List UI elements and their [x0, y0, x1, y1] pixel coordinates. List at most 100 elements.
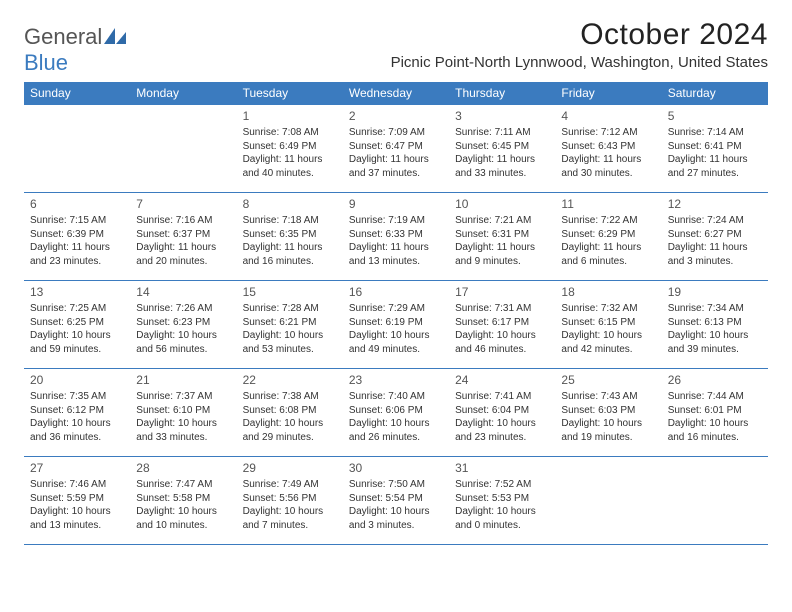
calendar-cell: [555, 457, 661, 545]
brand-line1: General: [24, 24, 102, 49]
cell-line: Sunset: 6:10 PM: [136, 404, 230, 418]
cell-line: Sunset: 6:15 PM: [561, 316, 655, 330]
day-number: 28: [136, 460, 230, 476]
calendar-cell: 14Sunrise: 7:26 AMSunset: 6:23 PMDayligh…: [130, 281, 236, 369]
cell-line: Sunset: 6:08 PM: [243, 404, 337, 418]
calendar-cell: [24, 105, 130, 193]
cell-line: Daylight: 10 hours and 29 minutes.: [243, 417, 337, 444]
cell-line: Daylight: 11 hours and 9 minutes.: [455, 241, 549, 268]
day-header: Wednesday: [343, 82, 449, 105]
cell-line: Daylight: 10 hours and 39 minutes.: [668, 329, 762, 356]
cell-line: Sunrise: 7:35 AM: [30, 390, 124, 404]
calendar-cell: 8Sunrise: 7:18 AMSunset: 6:35 PMDaylight…: [237, 193, 343, 281]
cell-line: Sunset: 6:27 PM: [668, 228, 762, 242]
cell-line: Daylight: 11 hours and 33 minutes.: [455, 153, 549, 180]
calendar-week-row: 27Sunrise: 7:46 AMSunset: 5:59 PMDayligh…: [24, 457, 768, 545]
day-number: 1: [243, 108, 337, 124]
calendar-week-row: 20Sunrise: 7:35 AMSunset: 6:12 PMDayligh…: [24, 369, 768, 457]
day-number: 22: [243, 372, 337, 388]
calendar-cell: 1Sunrise: 7:08 AMSunset: 6:49 PMDaylight…: [237, 105, 343, 193]
cell-line: Daylight: 10 hours and 13 minutes.: [30, 505, 124, 532]
day-number: 26: [668, 372, 762, 388]
calendar-cell: 9Sunrise: 7:19 AMSunset: 6:33 PMDaylight…: [343, 193, 449, 281]
page-root: General Blue October 2024 Picnic Point-N…: [0, 0, 792, 563]
cell-line: Sunset: 6:21 PM: [243, 316, 337, 330]
cell-line: Sunrise: 7:16 AM: [136, 214, 230, 228]
calendar-cell: 17Sunrise: 7:31 AMSunset: 6:17 PMDayligh…: [449, 281, 555, 369]
calendar-cell: 29Sunrise: 7:49 AMSunset: 5:56 PMDayligh…: [237, 457, 343, 545]
cell-line: Daylight: 10 hours and 36 minutes.: [30, 417, 124, 444]
day-number: 2: [349, 108, 443, 124]
day-header: Saturday: [662, 82, 768, 105]
cell-line: Sunset: 5:58 PM: [136, 492, 230, 506]
calendar-cell: 27Sunrise: 7:46 AMSunset: 5:59 PMDayligh…: [24, 457, 130, 545]
cell-line: Daylight: 10 hours and 49 minutes.: [349, 329, 443, 356]
calendar-cell: 28Sunrise: 7:47 AMSunset: 5:58 PMDayligh…: [130, 457, 236, 545]
calendar-cell: 31Sunrise: 7:52 AMSunset: 5:53 PMDayligh…: [449, 457, 555, 545]
cell-line: Daylight: 11 hours and 16 minutes.: [243, 241, 337, 268]
cell-line: Sunset: 6:12 PM: [30, 404, 124, 418]
cell-line: Daylight: 11 hours and 23 minutes.: [30, 241, 124, 268]
cell-line: Daylight: 10 hours and 26 minutes.: [349, 417, 443, 444]
cell-line: Sunrise: 7:32 AM: [561, 302, 655, 316]
cell-line: Sunset: 6:06 PM: [349, 404, 443, 418]
brand-sail-icon: [104, 24, 126, 50]
cell-line: Daylight: 10 hours and 59 minutes.: [30, 329, 124, 356]
day-header: Friday: [555, 82, 661, 105]
cell-line: Sunrise: 7:26 AM: [136, 302, 230, 316]
day-number: 11: [561, 196, 655, 212]
day-number: 17: [455, 284, 549, 300]
cell-line: Sunrise: 7:47 AM: [136, 478, 230, 492]
cell-line: Sunrise: 7:25 AM: [30, 302, 124, 316]
cell-line: Sunrise: 7:14 AM: [668, 126, 762, 140]
day-number: 20: [30, 372, 124, 388]
day-number: 19: [668, 284, 762, 300]
cell-line: Sunrise: 7:12 AM: [561, 126, 655, 140]
cell-line: Daylight: 10 hours and 56 minutes.: [136, 329, 230, 356]
cell-line: Sunset: 5:53 PM: [455, 492, 549, 506]
cell-line: Sunset: 6:49 PM: [243, 140, 337, 154]
cell-line: Sunrise: 7:09 AM: [349, 126, 443, 140]
calendar-cell: 22 Sunrise: 7:38 AMSunset: 6:08 PMDayligh…: [237, 369, 343, 457]
cell-line: Daylight: 11 hours and 13 minutes.: [349, 241, 443, 268]
cell-line: Sunrise: 7:37 AM: [136, 390, 230, 404]
calendar-body: 1Sunrise: 7:08 AMSunset: 6:49 PMDaylight…: [24, 105, 768, 545]
calendar-cell: 20 Sunrise: 7:35 AMSunset: 6:12 PMDayligh…: [24, 369, 130, 457]
location-text: Picnic Point-North Lynnwood, Washington,…: [391, 54, 768, 71]
cell-line: Sunrise: 7:19 AM: [349, 214, 443, 228]
cell-line: Daylight: 11 hours and 37 minutes.: [349, 153, 443, 180]
day-number: 29: [243, 460, 337, 476]
cell-line: Sunset: 5:59 PM: [30, 492, 124, 506]
day-number: 7: [136, 196, 230, 212]
cell-line: Daylight: 10 hours and 3 minutes.: [349, 505, 443, 532]
day-number: 30: [349, 460, 443, 476]
calendar-cell: [130, 105, 236, 193]
day-number: 5: [668, 108, 762, 124]
cell-line: Sunset: 6:04 PM: [455, 404, 549, 418]
calendar-cell: 7Sunrise: 7:16 AMSunset: 6:37 PMDaylight…: [130, 193, 236, 281]
calendar-cell: 25Sunrise: 7:43 AMSunset: 6:03 PMDayligh…: [555, 369, 661, 457]
calendar-week-row: 6Sunrise: 7:15 AMSunset: 6:39 PMDaylight…: [24, 193, 768, 281]
cell-line: Sunset: 6:45 PM: [455, 140, 549, 154]
cell-line: Daylight: 10 hours and 42 minutes.: [561, 329, 655, 356]
cell-line: Sunrise: 7:43 AM: [561, 390, 655, 404]
cell-line: Daylight: 11 hours and 27 minutes.: [668, 153, 762, 180]
day-number: 4: [561, 108, 655, 124]
day-number: 12: [668, 196, 762, 212]
cell-line: Sunrise: 7:34 AM: [668, 302, 762, 316]
calendar-cell: 23Sunrise: 7:40 AMSunset: 6:06 PMDayligh…: [343, 369, 449, 457]
day-number: 25: [561, 372, 655, 388]
cell-line: Sunset: 6:29 PM: [561, 228, 655, 242]
calendar-cell: 13Sunrise: 7:25 AMSunset: 6:25 PMDayligh…: [24, 281, 130, 369]
cell-line: Sunrise: 7:38 AM: [243, 390, 337, 404]
cell-line: Sunset: 6:03 PM: [561, 404, 655, 418]
cell-line: Sunset: 6:13 PM: [668, 316, 762, 330]
cell-line: Sunset: 6:41 PM: [668, 140, 762, 154]
day-number: 27: [30, 460, 124, 476]
calendar-cell: 5 Sunrise: 7:14 AMSunset: 6:41 PMDaylight…: [662, 105, 768, 193]
cell-line: Daylight: 10 hours and 46 minutes.: [455, 329, 549, 356]
cell-line: Daylight: 11 hours and 30 minutes.: [561, 153, 655, 180]
day-number: 24: [455, 372, 549, 388]
cell-line: Sunrise: 7:31 AM: [455, 302, 549, 316]
cell-line: Sunrise: 7:50 AM: [349, 478, 443, 492]
